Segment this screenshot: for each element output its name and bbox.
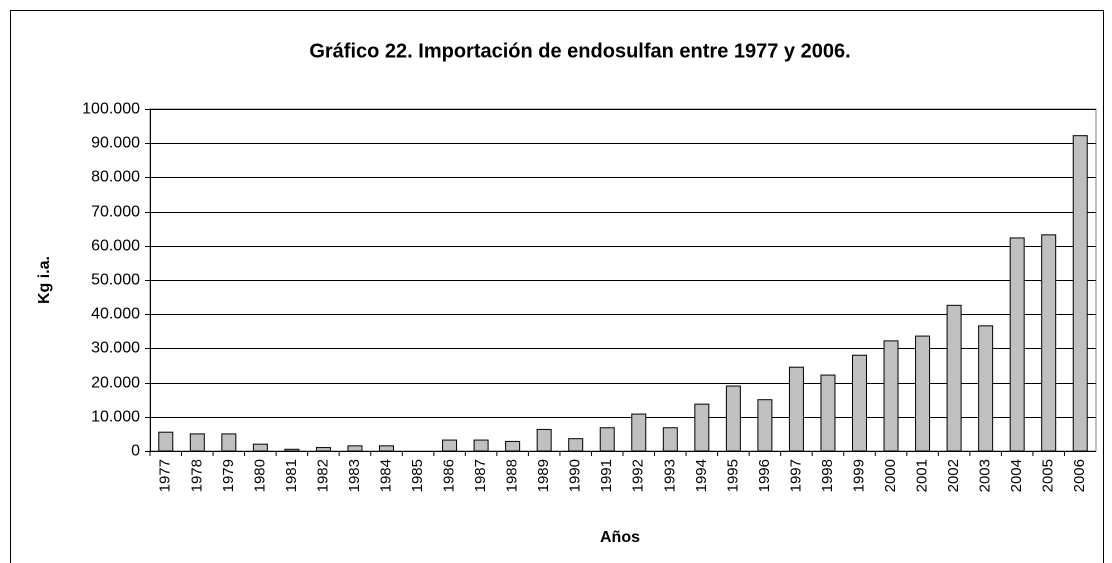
bar [820,374,836,452]
x-tick-label: 1985 [409,459,426,492]
bar [505,440,521,452]
bar [473,439,489,452]
x-tick-label: 2001 [914,459,931,492]
bar [158,431,174,452]
bar [1009,237,1025,452]
y-tick-label: 80.000 [91,169,140,186]
x-tick-label: 1982 [314,459,331,492]
bar [599,427,615,452]
y-tick-label: 50.000 [91,272,140,289]
y-tick-label: 30.000 [91,340,140,357]
x-tick-label: 1999 [850,459,867,492]
x-tick-label: 1986 [441,459,458,492]
x-tick-label: 1994 [693,459,710,492]
bar [788,366,804,452]
x-tick-label: 1977 [157,459,174,492]
bar [915,335,931,452]
x-tick-label: 1992 [630,459,647,492]
bar [883,340,899,452]
x-tick-label: 1998 [819,459,836,492]
x-tick-label: 2006 [1071,459,1088,492]
y-tick-label: 70.000 [91,204,140,221]
bar [442,439,458,452]
bar [757,399,773,452]
y-tick-label: 100.000 [82,101,140,118]
bar [694,403,710,452]
bar [662,427,678,452]
y-tick-label: 10.000 [91,409,140,426]
x-tick-label: 1983 [346,459,363,492]
x-tick-label: 1996 [756,459,773,492]
x-tick-label: 2000 [882,459,899,492]
x-tick-label: 2003 [977,459,994,492]
x-tick-label: 1980 [251,459,268,492]
bar [978,325,994,452]
y-axis-title: Kg i.a. [36,256,53,304]
x-tick-label: 1984 [377,459,394,492]
bar [631,413,647,452]
x-tick-label: 1988 [504,459,521,492]
bar [1041,234,1057,452]
x-tick-label: 1997 [787,459,804,492]
x-axis-title: Años [600,529,640,546]
x-tick-label: 1987 [472,459,489,492]
bar [1072,135,1088,452]
y-tick-label: 20.000 [91,375,140,392]
bar [946,304,962,452]
bar [379,445,394,452]
bar [852,354,867,452]
bar [189,433,205,452]
x-tick-label: 1981 [283,459,300,492]
x-tick-label: 1978 [188,459,205,492]
x-tick-label: 1995 [724,459,741,492]
bar [221,433,237,452]
y-tick-label: 0 [131,443,140,460]
bar [536,428,552,452]
x-tick-label: 1993 [661,459,678,492]
bar [725,385,741,452]
x-tick-label: 1979 [220,459,237,492]
x-tick-label: 2004 [1008,459,1025,492]
x-tick-label: 2002 [945,459,962,492]
y-tick-label: 40.000 [91,306,140,323]
chart-title: Gráfico 22. Importación de endosulfan en… [309,40,850,62]
y-tick-label: 60.000 [91,238,140,255]
x-tick-label: 1990 [567,459,584,492]
x-tick-label: 1991 [598,459,615,492]
x-tick-label: 2005 [1040,459,1057,492]
y-tick-label: 90.000 [91,135,140,152]
bar [347,445,363,452]
bar [284,448,300,452]
chart-border [10,10,1104,563]
bar [315,447,331,452]
x-tick-label: 1989 [535,459,552,492]
bar [252,443,268,452]
bar [568,438,584,452]
